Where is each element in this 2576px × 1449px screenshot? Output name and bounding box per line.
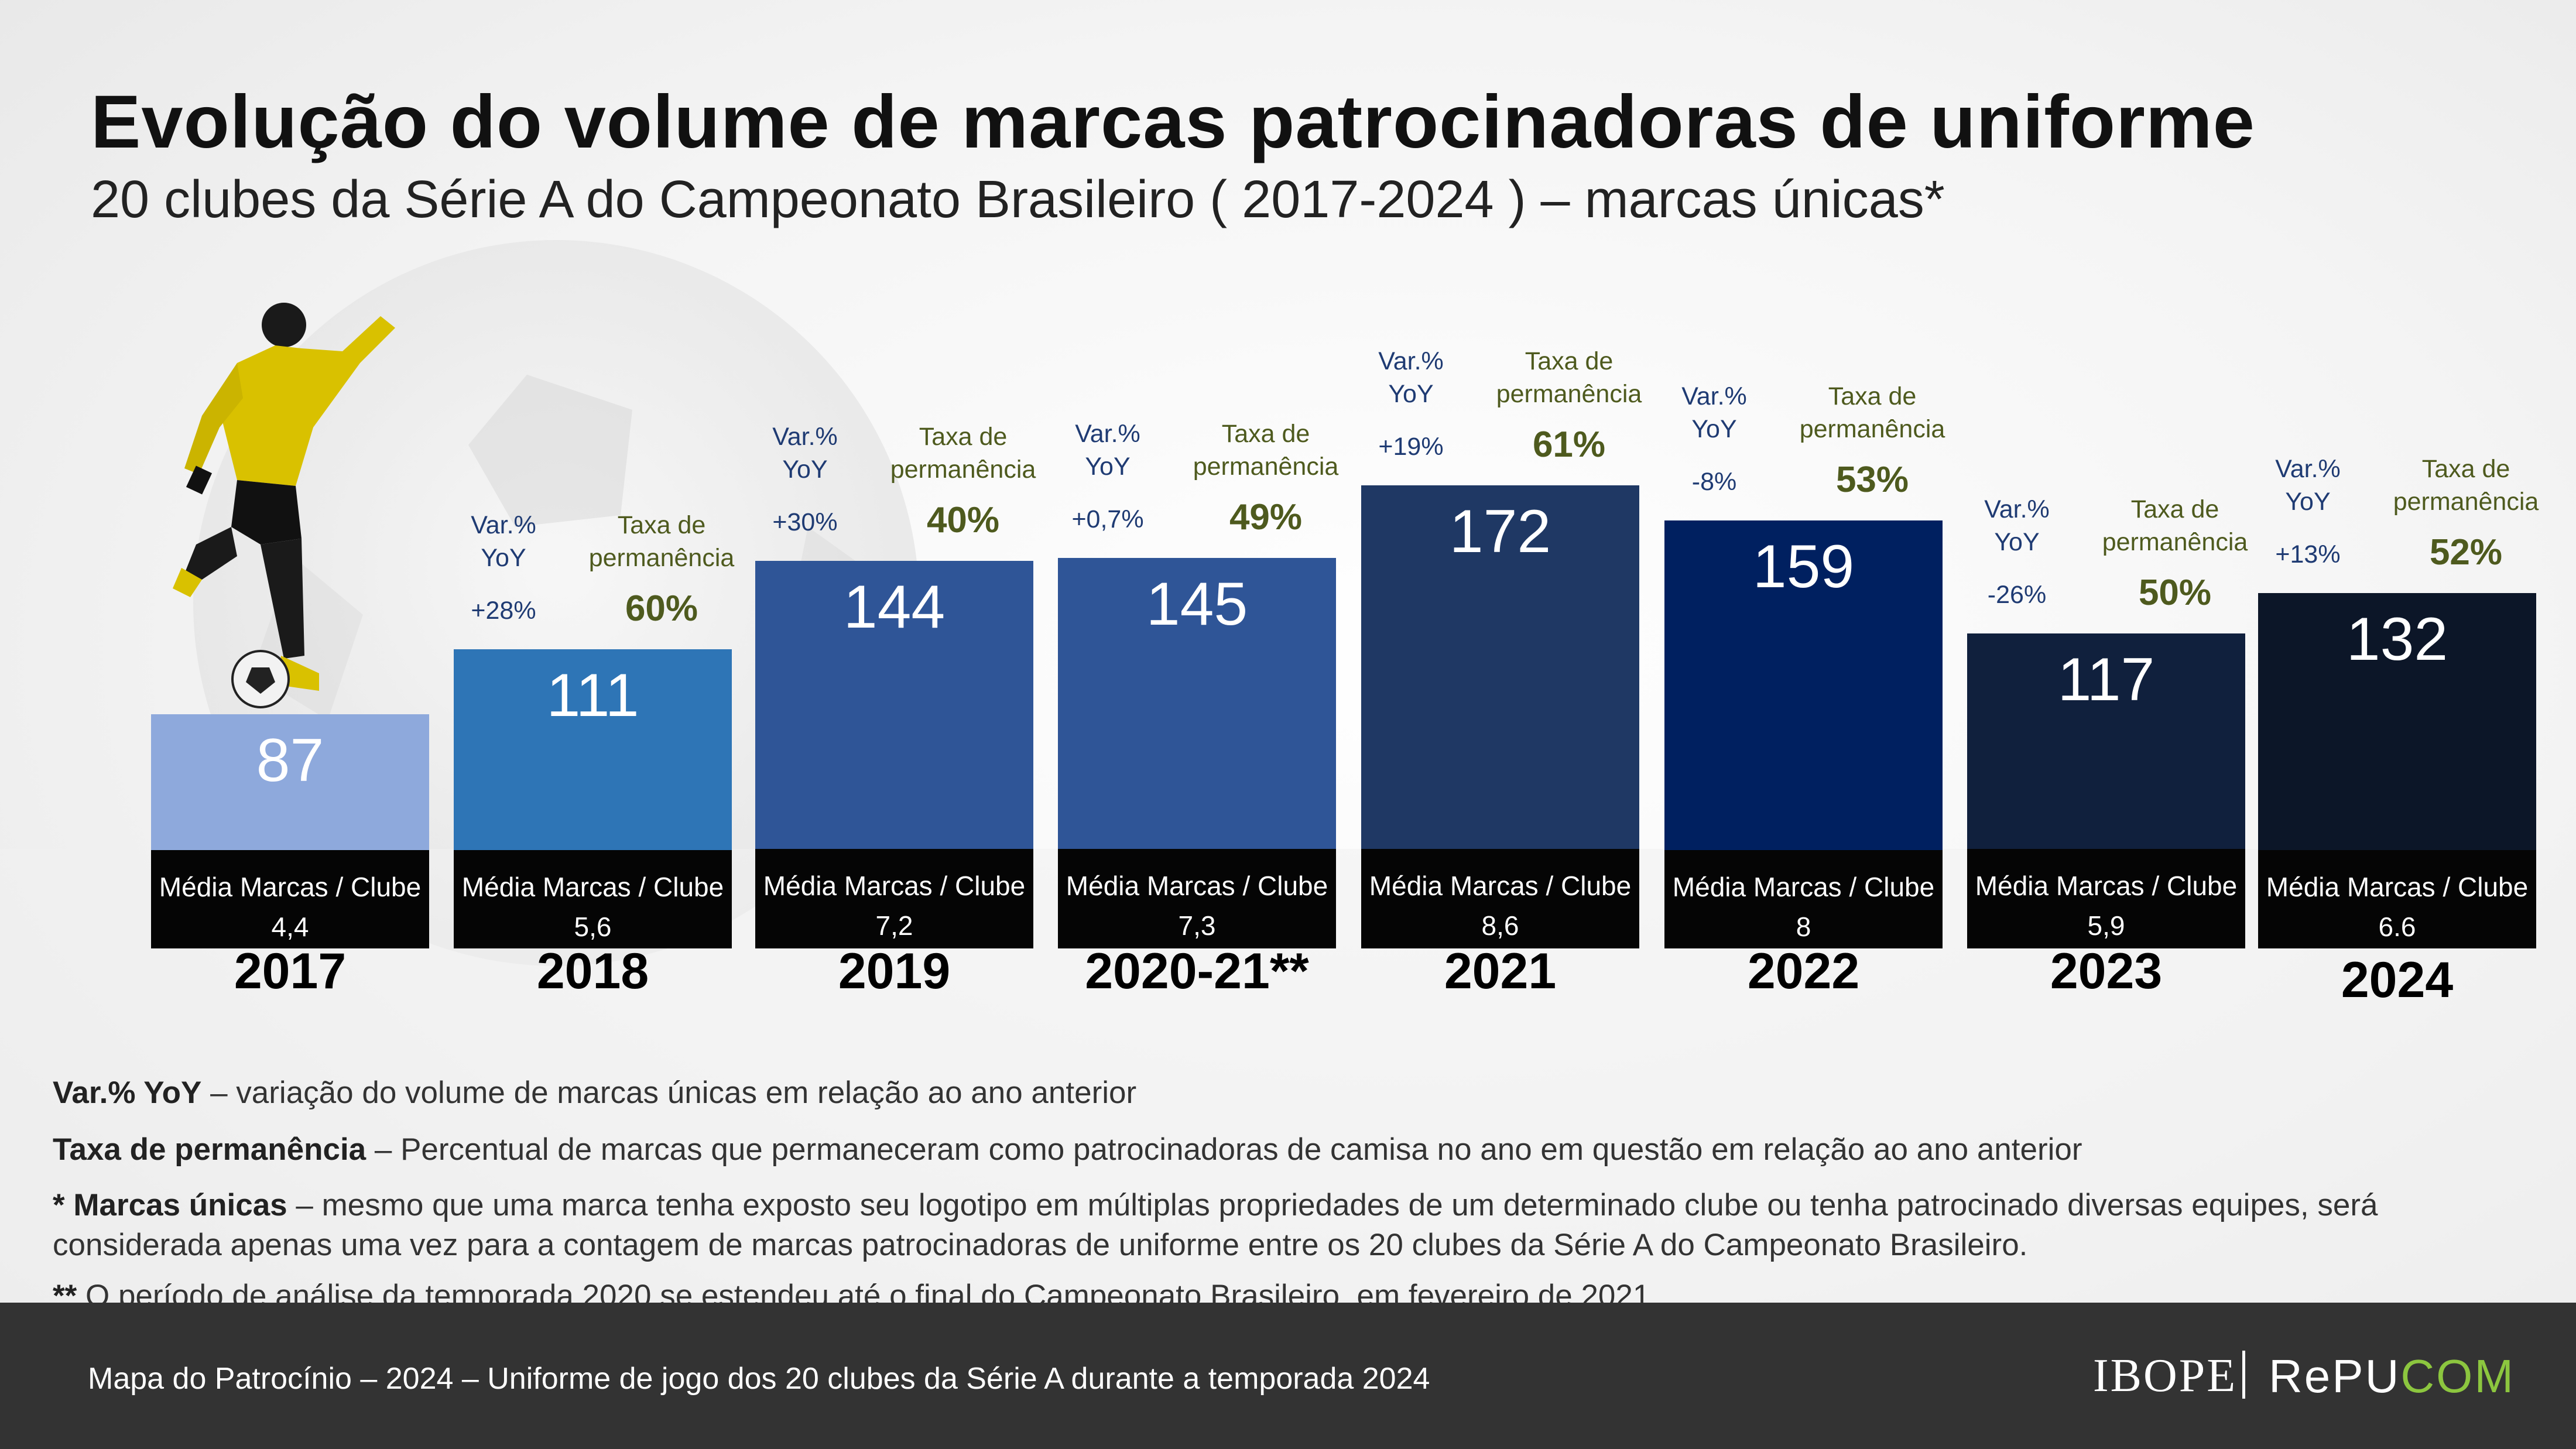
avg-brands-value: 8,6 xyxy=(1481,910,1519,941)
avg-brands-value: 4,4 xyxy=(271,912,309,942)
avg-brands-label: Média Marcas / Clube xyxy=(1975,871,2238,901)
taxa-permanencia-value: 52% xyxy=(2429,532,2503,573)
var-yoy-value: -26% xyxy=(1987,580,2047,609)
taxa-permanencia-label: Taxa de permanência xyxy=(588,511,735,573)
var-yoy-label: Var.% YoY xyxy=(1984,495,2050,556)
taxa-permanencia-label: Taxa de permanência xyxy=(890,422,1036,484)
avg-brands-value: 6.6 xyxy=(2378,912,2416,942)
logo-separator xyxy=(2242,1351,2245,1399)
avg-brands-label: Média Marcas / Clube xyxy=(461,872,724,902)
note-var-yoy: Var.% YoY – variação do volume de marcas… xyxy=(53,1075,1137,1110)
avg-brands-box: Média Marcas / Clube 6.6 xyxy=(2258,850,2536,948)
taxa-permanencia-label: Taxa de permanência xyxy=(1193,420,1339,481)
repucom-logo: RePUCOM xyxy=(2269,1350,2516,1402)
year-label: 2020-21** xyxy=(1085,943,1309,999)
avg-brands-value: 5,9 xyxy=(2087,910,2125,941)
var-yoy-value: +13% xyxy=(2275,540,2341,568)
year-label: 2023 xyxy=(2050,943,2163,999)
var-yoy-value: +28% xyxy=(471,597,536,625)
year-label: 2024 xyxy=(2341,952,2454,1008)
avg-brands-label: Média Marcas / Clube xyxy=(1066,871,1328,901)
avg-brands-value: 5,6 xyxy=(574,912,612,942)
taxa-permanencia-value: 60% xyxy=(625,588,698,629)
bar-value-label: 117 xyxy=(2057,645,2155,714)
avg-brands-box: Média Marcas / Clube 5,6 xyxy=(454,850,732,948)
taxa-permanencia-value: 50% xyxy=(2138,572,2212,613)
avg-brands-value: 8 xyxy=(1796,912,1811,942)
var-yoy-value: +0,7% xyxy=(1071,505,1144,533)
taxa-permanencia-value: 61% xyxy=(1532,424,1606,465)
taxa-permanencia-label: Taxa de permanência xyxy=(2102,495,2248,556)
note-marcas-unicas: * Marcas únicas – mesmo que uma marca te… xyxy=(53,1188,2378,1262)
var-yoy-label: Var.% YoY xyxy=(1378,347,1444,408)
avg-brands-label: Média Marcas / Clube xyxy=(159,872,422,902)
bar-value-label: 144 xyxy=(843,573,946,641)
taxa-permanencia-value: 49% xyxy=(1229,497,1303,537)
avg-brands-label: Média Marcas / Clube xyxy=(2266,872,2529,902)
avg-brands-box: Média Marcas / Clube 5,9 xyxy=(1967,849,2245,948)
year-label: 2017 xyxy=(234,943,347,999)
avg-brands-box: Média Marcas / Clube 7,2 xyxy=(755,849,1033,948)
avg-brands-value: 7,2 xyxy=(875,910,913,941)
avg-brands-box: Média Marcas / Clube 8 xyxy=(1664,850,1943,948)
var-yoy-label: Var.% YoY xyxy=(471,511,536,573)
footer-bar: Mapa do Patrocínio – 2024 – Uniforme de … xyxy=(0,1303,2576,1449)
var-yoy-label: Var.% YoY xyxy=(1681,382,1747,443)
avg-brands-value: 7,3 xyxy=(1178,910,1216,941)
var-yoy-value: +30% xyxy=(772,508,838,536)
page-title: Evolução do volume de marcas patrocinado… xyxy=(91,80,2255,164)
avg-brands-box: Média Marcas / Clube 4,4 xyxy=(151,850,429,948)
ibope-logo: IBOPE xyxy=(2093,1350,2238,1402)
bar-value-label: 132 xyxy=(2346,605,2448,673)
avg-brands-label: Média Marcas / Clube xyxy=(1369,871,1632,901)
year-label: 2022 xyxy=(1747,943,1860,999)
year-label: 2021 xyxy=(1444,943,1557,999)
avg-brands-label: Média Marcas / Clube xyxy=(1672,872,1935,902)
bar-value-label: 111 xyxy=(546,662,639,730)
var-yoy-label: Var.% YoY xyxy=(2275,454,2341,516)
taxa-permanencia-label: Taxa de permanência xyxy=(1799,382,1945,443)
taxa-permanencia-label: Taxa de permanência xyxy=(2393,454,2539,516)
bar-value-label: 87 xyxy=(256,726,324,794)
year-label: 2018 xyxy=(536,943,649,999)
bar-value-label: 172 xyxy=(1449,497,1551,566)
bar-value-label: 159 xyxy=(1752,532,1855,601)
soccer-player-illustration xyxy=(173,303,395,708)
note-taxa-permanencia: Taxa de permanência – Percentual de marc… xyxy=(53,1132,2082,1167)
taxa-permanencia-value: 53% xyxy=(1835,459,1909,500)
taxa-permanencia-label: Taxa de permanência xyxy=(1496,347,1642,408)
avg-brands-box: Média Marcas / Clube 8,6 xyxy=(1361,849,1639,948)
avg-brands-label: Média Marcas / Clube xyxy=(763,871,1026,901)
taxa-permanencia-value: 40% xyxy=(926,499,1000,540)
page-subtitle: 20 clubes da Série A do Campeonato Brasi… xyxy=(91,170,1945,229)
var-yoy-label: Var.% YoY xyxy=(772,422,838,484)
var-yoy-value: -8% xyxy=(1691,467,1737,496)
year-label: 2019 xyxy=(838,943,951,999)
var-yoy-value: +19% xyxy=(1378,432,1444,461)
avg-brands-box: Média Marcas / Clube 7,3 xyxy=(1058,849,1336,948)
var-yoy-label: Var.% YoY xyxy=(1075,420,1140,481)
footer-caption: Mapa do Patrocínio – 2024 – Uniforme de … xyxy=(88,1362,1430,1396)
bar-value-label: 145 xyxy=(1146,570,1248,638)
